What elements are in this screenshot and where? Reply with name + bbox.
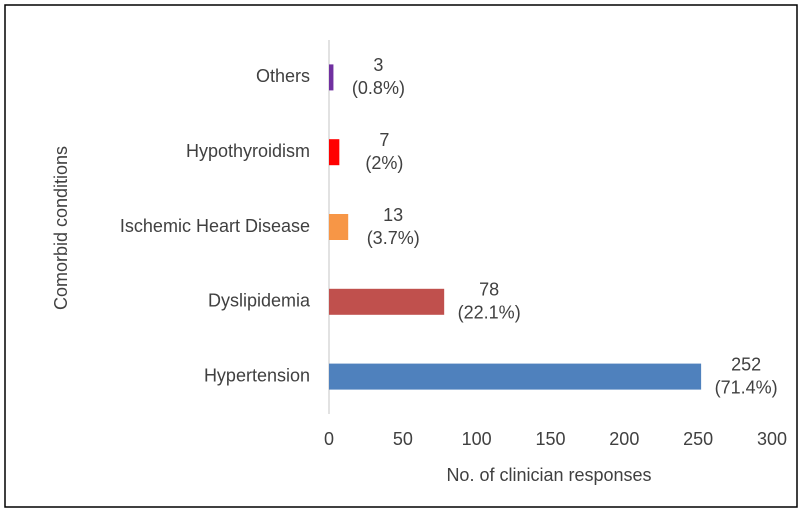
x-tick-label: 200 <box>609 429 639 449</box>
percent-label: (0.8%) <box>352 78 405 98</box>
bar <box>329 288 445 315</box>
y-tick-label: Dyslipidemia <box>208 291 311 311</box>
y-tick-label: Ischemic Heart Disease <box>120 216 310 236</box>
y-tick-label: Others <box>256 66 310 86</box>
value-label: 13 <box>383 205 403 225</box>
x-tick-label: 0 <box>324 429 334 449</box>
y-tick-label: Hypertension <box>204 365 310 385</box>
bar <box>329 363 702 390</box>
y-axis-label: Comorbid conditions <box>51 146 71 310</box>
percent-label: (3.7%) <box>367 228 420 248</box>
x-tick-label: 100 <box>462 429 492 449</box>
percent-label: (71.4%) <box>715 377 778 397</box>
x-tick-label: 150 <box>535 429 565 449</box>
percent-label: (22.1%) <box>458 303 521 323</box>
value-label: 252 <box>731 354 761 374</box>
value-label: 78 <box>479 280 499 300</box>
chart-frame <box>4 4 798 508</box>
x-tick-label: 250 <box>683 429 713 449</box>
percent-label: (2%) <box>365 153 403 173</box>
bar <box>329 64 334 91</box>
x-axis-label: No. of clinician responses <box>446 465 651 485</box>
value-label: 7 <box>379 130 389 150</box>
x-tick-label: 300 <box>757 429 787 449</box>
bar <box>329 214 349 240</box>
bar <box>329 139 340 166</box>
x-tick-label: 50 <box>393 429 413 449</box>
y-tick-label: Hypothyroidism <box>186 141 310 161</box>
value-label: 3 <box>373 55 383 75</box>
